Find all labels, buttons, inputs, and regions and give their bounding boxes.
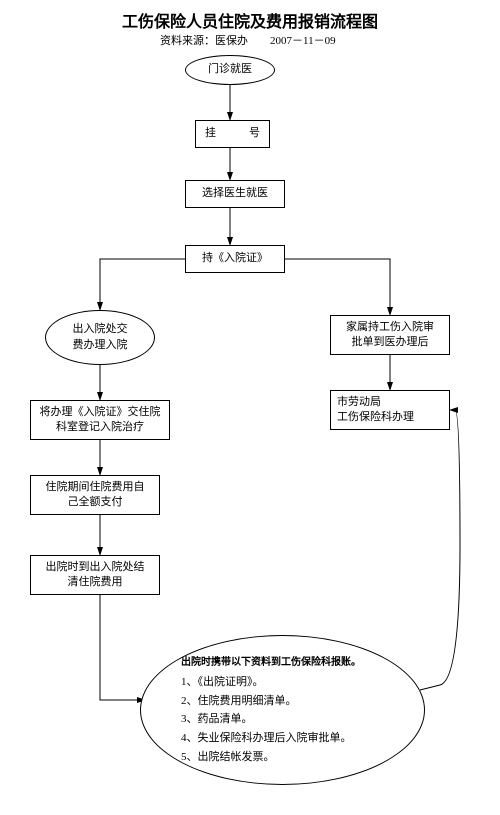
page-title: 工伤保险人员住院及费用报销流程图 xyxy=(0,8,500,32)
documents-header: 出院时携带以下资料到工伤保险科报账。 xyxy=(181,654,394,671)
node-n8: 出院时到出入院处结清住院费用 xyxy=(30,555,160,595)
node-n2: 挂 号 xyxy=(195,120,270,148)
node-n4: 持《入院证》 xyxy=(185,245,285,273)
documents-item: 3、药品清单。 xyxy=(181,710,394,729)
documents-item: 4、失业保险科办理后入院审批单。 xyxy=(181,729,394,748)
node-n1: 门诊就医 xyxy=(185,55,275,85)
edge xyxy=(420,410,460,690)
node-n3: 选择医生就医 xyxy=(185,180,285,208)
node-n9: 家属持工伤入院审批单到医办理后 xyxy=(330,315,450,355)
node-n5: 出入院处交费办理入院 xyxy=(45,310,155,365)
documents-ellipse: 出院时携带以下资料到工伤保险科报账。 1、《出院证明》。2、住院费用明细清单。3… xyxy=(140,635,425,785)
edge xyxy=(100,259,185,310)
edge xyxy=(285,259,390,315)
documents-item: 1、《出院证明》。 xyxy=(181,673,394,692)
node-n10: 市劳动局工伤保险科办理 xyxy=(330,390,450,430)
documents-item: 2、住院费用明细清单。 xyxy=(181,692,394,711)
edge xyxy=(100,595,145,700)
node-n6: 将办理《入院证》交住院科室登记入院治疗 xyxy=(30,400,170,440)
subtitle-date: 2007－11－09 xyxy=(270,32,336,48)
subtitle-source: 资料来源：医保办 xyxy=(160,32,248,48)
documents-item: 5、出院结帐发票。 xyxy=(181,748,394,767)
node-n7: 住院期间住院费用自己全额支付 xyxy=(30,475,160,515)
